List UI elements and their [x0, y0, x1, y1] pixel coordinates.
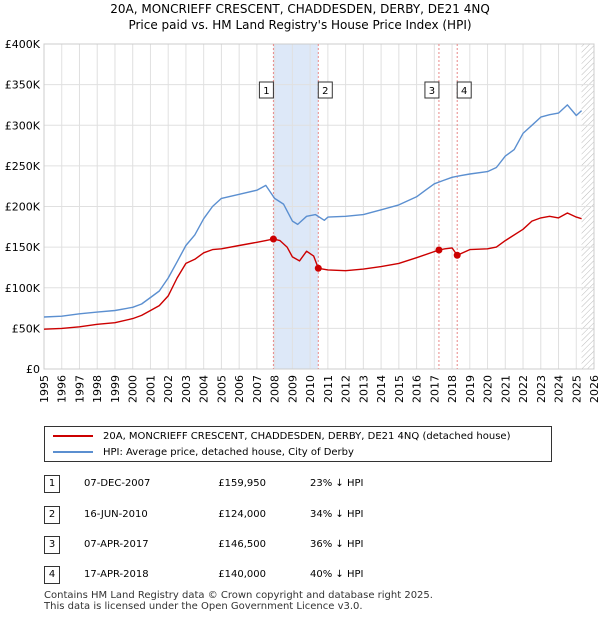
chart-title: 20A, MONCRIEFF CRESCENT, CHADDESDEN, DER… — [110, 2, 490, 16]
x-tick-label: 2011 — [322, 375, 335, 403]
x-tick-label: 2024 — [553, 375, 566, 403]
sale-label: 2 — [322, 86, 328, 97]
y-tick-label: £300K — [5, 119, 41, 132]
x-tick-label: 2002 — [162, 375, 175, 403]
x-tick-label: 2013 — [357, 375, 370, 403]
sale-label: 4 — [461, 86, 467, 97]
x-tick-label: 2007 — [251, 375, 264, 403]
sale-point — [314, 264, 322, 272]
sale-label-box — [424, 81, 440, 99]
sale-date: 16-JUN-2010 — [84, 509, 148, 520]
sale-price: £146,500 — [218, 539, 266, 550]
x-tick-label: 2026 — [588, 375, 600, 403]
footer-licence: This data is licensed under the Open Gov… — [44, 601, 363, 612]
x-tick-label: 1999 — [109, 375, 122, 403]
sale-date: 07-APR-2017 — [84, 539, 149, 550]
sale-date: 07-DEC-2007 — [84, 478, 151, 489]
chart-legend: 20A, MONCRIEFF CRESCENT, CHADDESDEN, DER… — [44, 426, 552, 462]
sale-hpi-diff: 23% ↓ HPI — [310, 478, 364, 489]
y-tick-label: £400K — [5, 38, 41, 51]
price-chart: £0 £50K £100K £150K £200K £250K £300K £350K £400… — [5, 38, 600, 403]
footer-copyright: Contains HM Land Registry data © Crown c… — [44, 590, 433, 601]
x-tick-label: 2016 — [411, 375, 424, 403]
y-tick-label: £150K — [5, 241, 41, 254]
sale-hpi-diff: 40% ↓ HPI — [310, 569, 364, 580]
y-tick-label: £0 — [26, 363, 40, 376]
sale-label: 1 — [263, 86, 269, 97]
x-tick-label: 2008 — [269, 375, 282, 403]
x-tick-label: 1997 — [73, 375, 86, 403]
sale-price: £159,950 — [218, 478, 266, 489]
sale-date: 17-APR-2018 — [84, 569, 149, 580]
x-tick-label: 2023 — [535, 375, 548, 403]
sale-marker-badge: 1 — [44, 475, 60, 493]
sale-hpi-diff: 36% ↓ HPI — [310, 539, 364, 550]
x-tick-label: 1998 — [91, 375, 104, 403]
x-tick-label: 2021 — [499, 375, 512, 403]
legend-label-property: 20A, MONCRIEFF CRESCENT, CHADDESDEN, DER… — [103, 431, 511, 442]
sale-label-box — [317, 81, 333, 99]
x-tick-label: 1995 — [38, 375, 51, 403]
sale-point — [269, 235, 277, 243]
x-tick-label: 2025 — [570, 375, 583, 403]
table-row: 2 16-JUN-2010 £124,000 34% ↓ HPI — [0, 505, 600, 525]
sale-price: £124,000 — [218, 509, 266, 520]
chart-subtitle: Price paid vs. HM Land Registry's House … — [128, 18, 472, 32]
y-tick-label: £200K — [5, 201, 41, 214]
sale-point — [435, 246, 443, 254]
hpi-line — [43, 104, 583, 318]
y-tick-label: £250K — [5, 160, 41, 173]
sale-marker-badge: 3 — [44, 536, 60, 554]
property-price-line — [43, 212, 582, 330]
x-tick-label: 2004 — [198, 375, 211, 403]
legend-item-property: 20A, MONCRIEFF CRESCENT, CHADDESDEN, DER… — [53, 429, 510, 445]
sale-price: £140,000 — [218, 569, 266, 580]
table-row: 1 07-DEC-2007 £159,950 23% ↓ HPI — [0, 474, 600, 494]
y-tick-label: £350K — [5, 79, 41, 92]
x-tick-label: 2020 — [482, 375, 495, 403]
x-tick-label: 2006 — [233, 375, 246, 403]
legend-label-hpi: HPI: Average price, detached house, City… — [103, 447, 354, 458]
y-tick-label: £50K — [12, 322, 41, 335]
sale-marker-badge: 4 — [44, 566, 60, 584]
x-tick-label: 2001 — [144, 375, 157, 403]
x-tick-label: 2003 — [180, 375, 193, 403]
x-tick-label: 2012 — [340, 375, 353, 403]
y-tick-label: £100K — [5, 282, 41, 295]
x-tick-label: 2015 — [393, 375, 406, 403]
x-tick-label: 2017 — [428, 375, 441, 403]
legend-swatch-property — [53, 435, 93, 437]
table-row: 3 07-APR-2017 £146,500 36% ↓ HPI — [0, 535, 600, 555]
sale-label: 3 — [429, 86, 435, 97]
sale-hpi-diff: 34% ↓ HPI — [310, 509, 364, 520]
x-tick-label: 2014 — [375, 375, 388, 403]
plot-border — [43, 43, 595, 370]
legend-swatch-hpi — [53, 451, 93, 453]
x-tick-label: 2010 — [304, 375, 317, 403]
x-tick-label: 2019 — [464, 375, 477, 403]
table-row: 4 17-APR-2018 £140,000 40% ↓ HPI — [0, 565, 600, 585]
x-tick-label: 2005 — [215, 375, 228, 403]
x-tick-label: 2000 — [127, 375, 140, 403]
sale-point — [453, 251, 461, 259]
sale-marker-badge: 2 — [44, 506, 60, 524]
sale-label-box — [456, 81, 472, 99]
x-tick-label: 2018 — [446, 375, 459, 403]
x-tick-label: 2009 — [286, 375, 299, 403]
x-tick-label: 1996 — [56, 375, 69, 403]
legend-item-hpi: HPI: Average price, detached house, City… — [53, 445, 354, 461]
sale-label-box — [258, 81, 274, 99]
x-tick-label: 2022 — [517, 375, 530, 403]
